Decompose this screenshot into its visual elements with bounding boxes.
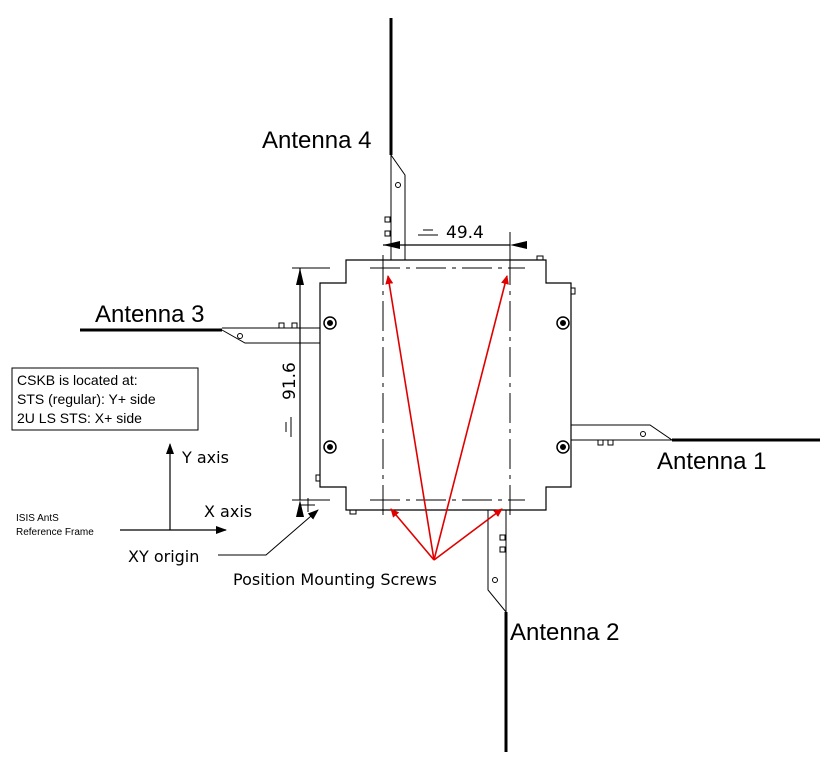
note-line-3: 2U LS STS: X+ side [17, 410, 142, 426]
mounting-screws-callout: Position Mounting Screws [233, 570, 437, 589]
antenna-4-label: Antenna 4 [262, 127, 371, 154]
dashed-centerlines [370, 255, 525, 515]
cskb-note-box [11, 367, 199, 431]
antenna-3-assembly [80, 322, 321, 344]
xy-origin-label: XY origin [128, 547, 199, 566]
antenna-1-label: Antenna 1 [657, 448, 766, 475]
small-tabs [315, 255, 576, 515]
antenna-2-label: Antenna 2 [510, 619, 619, 646]
reference-frame-axes [120, 443, 227, 534]
vertical-dimension [285, 267, 330, 517]
mounting-screw-arrows [385, 275, 509, 561]
antenna-2-assembly [487, 510, 508, 752]
mounting-holes [323, 316, 570, 454]
antenna-1-assembly [570, 424, 820, 446]
note-line-2: STS (regular): Y+ side [17, 391, 156, 407]
x-axis-label: X axis [204, 502, 252, 521]
y-axis-label: Y axis [181, 448, 229, 467]
vertical-dimension-value: 91.6 [280, 362, 300, 400]
antenna-4-assembly [384, 18, 406, 261]
main-body-outline [319, 259, 572, 511]
note-line-1: CSKB is located at: [17, 372, 138, 388]
horizontal-dimension [383, 229, 527, 256]
xy-origin-leader [218, 498, 319, 556]
frame-label-line-2: Reference Frame [16, 527, 94, 538]
frame-label-line-1: ISIS AntS [16, 513, 59, 524]
horizontal-dimension-value: 49.4 [446, 223, 484, 243]
antenna-3-label: Antenna 3 [95, 301, 204, 328]
